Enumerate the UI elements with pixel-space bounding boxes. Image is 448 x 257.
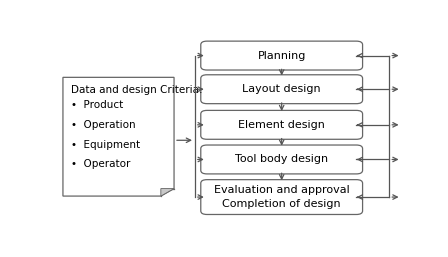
Text: Evaluation and approval
Completion of design: Evaluation and approval Completion of de…	[214, 186, 349, 209]
Text: Data and design Criteria:: Data and design Criteria:	[71, 85, 202, 95]
Text: Element design: Element design	[238, 120, 325, 130]
Text: Planning: Planning	[258, 51, 306, 61]
Text: Tool body design: Tool body design	[235, 154, 328, 164]
Text: •  Equipment: • Equipment	[71, 140, 140, 150]
Text: Layout design: Layout design	[242, 84, 321, 94]
FancyBboxPatch shape	[201, 111, 362, 139]
Text: •  Operator: • Operator	[71, 159, 130, 169]
Polygon shape	[161, 189, 174, 196]
FancyBboxPatch shape	[201, 75, 362, 104]
Text: •  Product: • Product	[71, 100, 123, 110]
FancyBboxPatch shape	[201, 180, 362, 215]
Polygon shape	[63, 77, 174, 196]
Text: •  Operation: • Operation	[71, 120, 135, 130]
FancyBboxPatch shape	[201, 145, 362, 174]
FancyBboxPatch shape	[201, 41, 362, 70]
